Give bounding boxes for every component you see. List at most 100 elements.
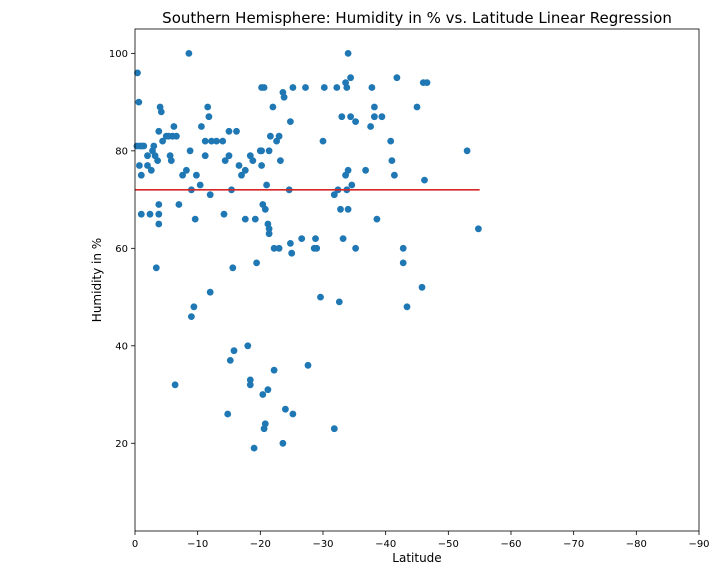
x-tick-label: −40 [375,539,396,550]
x-tick-label: −20 [250,539,271,550]
data-point [463,147,471,155]
data-point [147,166,155,174]
data-point [206,288,214,296]
data-point [317,293,324,301]
data-point [403,303,411,311]
y-axis-label: Humidity in % [90,238,104,322]
data-point [265,230,273,238]
data-point [230,347,238,355]
data-point [371,113,378,121]
data-point [225,127,233,135]
data-point [265,147,273,155]
data-point [344,50,352,57]
data-point [250,444,258,452]
y-axis-ticks: 20 40 60 80 100 [109,49,135,450]
data-point [170,123,178,130]
y-tick-label: 100 [109,49,128,60]
x-tick-label: −70 [563,539,584,550]
data-point [246,381,254,389]
data-point [251,215,259,223]
data-point [282,405,289,413]
data-point [219,137,227,145]
data-point [277,157,284,165]
data-point [259,391,267,398]
data-point [201,152,209,160]
data-point [205,113,213,121]
x-tick-label: −50 [438,539,459,550]
data-point [155,220,163,228]
data-point [263,181,270,189]
data-point [378,113,386,121]
data-point [275,244,283,252]
data-point [144,152,151,160]
data-point [249,157,257,165]
y-tick-label: 40 [115,341,128,352]
data-point [343,84,351,91]
data-point [144,162,151,169]
x-tick-label: −30 [312,539,333,550]
data-point [157,108,165,116]
data-point [298,235,306,243]
data-point [155,127,163,135]
data-point [387,137,395,145]
data-point [137,210,145,218]
data-point [155,201,163,208]
data-point [279,439,287,447]
data-point [188,313,195,320]
data-point [339,235,347,243]
plot-frame [134,28,700,532]
data-point [186,147,194,155]
data-point [179,171,187,179]
data-point [183,166,190,174]
data-point [264,386,272,394]
chart-title: Southern Hemisphere: Humidity in % vs. L… [162,9,672,27]
data-point [253,259,260,267]
data-point [344,166,352,174]
data-point [352,244,359,252]
data-point [193,171,200,179]
data-point [371,103,378,111]
x-axis-label: Latitude [392,551,441,565]
data-point [238,171,245,179]
data-point [258,147,265,155]
data-point [289,410,297,418]
data-point [198,123,205,130]
data-point [150,142,158,150]
data-point [258,162,265,169]
data-point [225,152,233,160]
data-point [333,84,341,91]
y-tick-label: 20 [115,439,128,450]
data-point [280,93,288,101]
data-point [260,84,268,91]
data-point [196,181,204,189]
data-point [175,201,183,208]
data-point [246,376,254,384]
data-point [344,205,352,213]
data-point [135,98,143,106]
data-point [302,84,309,91]
data-point [275,132,283,140]
x-tick-label: −10 [187,539,208,550]
data-point [348,181,356,189]
data-point [362,166,369,174]
data-point [233,127,240,135]
data-point [244,342,252,350]
data-point [304,361,312,369]
data-point [213,137,220,145]
data-point [347,113,354,121]
data-point [423,79,431,86]
data-point [338,113,346,121]
data-point [224,410,232,418]
data-point [270,366,278,374]
data-point [330,425,338,433]
x-tick-label: 0 [132,539,138,550]
data-point [368,84,376,91]
data-point [204,103,212,111]
y-tick-label: 80 [115,146,128,157]
data-point [265,225,273,233]
data-point [393,74,401,82]
y-tick-label: 60 [115,244,128,255]
x-tick-label: −60 [500,539,521,550]
data-point [159,137,167,145]
